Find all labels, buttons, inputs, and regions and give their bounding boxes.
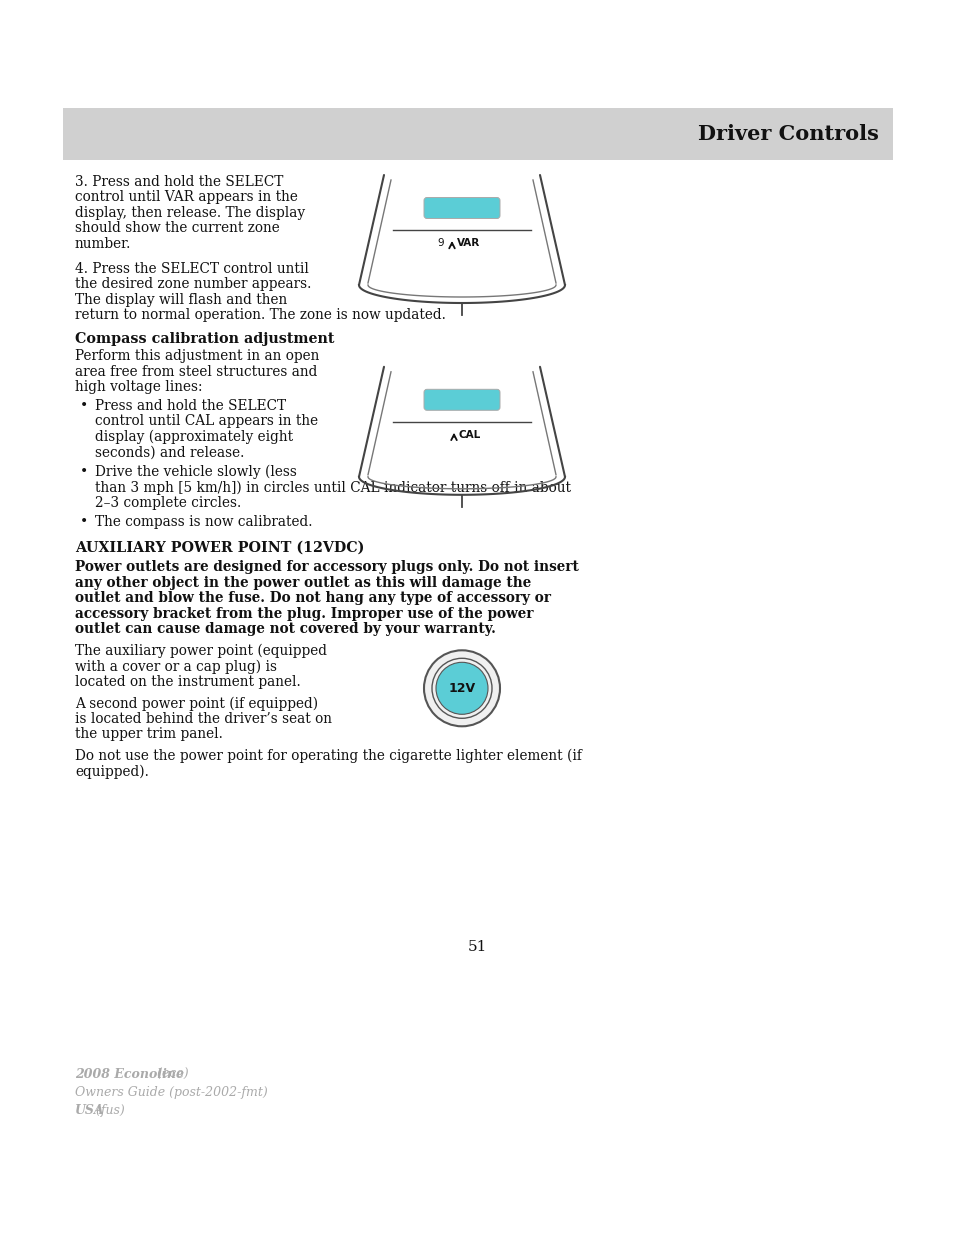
Text: Perform this adjustment in an open: Perform this adjustment in an open [75,350,319,363]
Text: Driver Controls: Driver Controls [698,124,878,144]
Text: 2008 Econoline: 2008 Econoline [75,1068,184,1081]
Text: •: • [80,464,89,479]
Text: The auxiliary power point (equipped: The auxiliary power point (equipped [75,643,327,658]
Circle shape [423,651,499,726]
Circle shape [436,662,488,714]
Text: The compass is now calibrated.: The compass is now calibrated. [95,515,313,530]
Text: located on the instrument panel.: located on the instrument panel. [75,674,300,689]
Text: •: • [80,515,89,530]
Text: (fus): (fus) [91,1104,125,1116]
Text: with a cover or a cap plug) is: with a cover or a cap plug) is [75,659,276,673]
Text: Power outlets are designed for accessory plugs only. Do not insert: Power outlets are designed for accessory… [75,561,578,574]
Text: than 3 mph [5 km/h]) in circles until CAL indicator turns off in about: than 3 mph [5 km/h]) in circles until CA… [95,480,571,495]
Text: 4. Press the SELECT control until: 4. Press the SELECT control until [75,262,309,275]
Text: display (approximately eight: display (approximately eight [95,430,293,445]
Text: A second power point (if equipped): A second power point (if equipped) [75,697,317,710]
Text: USA: USA [75,1104,105,1116]
Text: control until VAR appears in the: control until VAR appears in the [75,190,297,205]
Text: return to normal operation. The zone is now updated.: return to normal operation. The zone is … [75,309,445,322]
Text: Do not use the power point for operating the cigarette lighter element (if: Do not use the power point for operating… [75,748,581,763]
Text: accessory bracket from the plug. Improper use of the power: accessory bracket from the plug. Imprope… [75,606,533,621]
Text: 12V: 12V [448,682,475,695]
Text: Compass calibration adjustment: Compass calibration adjustment [75,332,334,346]
Text: Drive the vehicle slowly (less: Drive the vehicle slowly (less [95,464,296,479]
Bar [63,107,892,161]
Text: the desired zone number appears.: the desired zone number appears. [75,278,311,291]
Text: Owners Guide (post-2002-fmt): Owners Guide (post-2002-fmt) [75,1086,268,1099]
Text: 3. Press and hold the SELECT: 3. Press and hold the SELECT [75,175,283,189]
Text: AUXILIARY POWER POINT (12VDC): AUXILIARY POWER POINT (12VDC) [75,541,364,555]
Text: The display will flash and then: The display will flash and then [75,293,287,306]
FancyBboxPatch shape [423,389,499,410]
Text: control until CAL appears in the: control until CAL appears in the [95,414,317,429]
Text: display, then release. The display: display, then release. The display [75,206,305,220]
Text: VAR: VAR [456,238,479,248]
Text: should show the current zone: should show the current zone [75,221,279,236]
Text: high voltage lines:: high voltage lines: [75,380,202,394]
Text: CAL: CAL [458,430,480,440]
Circle shape [432,658,492,719]
Text: any other object in the power outlet as this will damage the: any other object in the power outlet as … [75,576,531,590]
Text: the upper trim panel.: the upper trim panel. [75,727,223,741]
Text: equipped).: equipped). [75,764,149,779]
Text: Press and hold the SELECT: Press and hold the SELECT [95,399,286,412]
Text: is located behind the driver’s seat on: is located behind the driver’s seat on [75,711,332,726]
Text: number.: number. [75,237,132,251]
Text: 2–3 complete circles.: 2–3 complete circles. [95,495,241,510]
Text: •: • [80,399,89,412]
Text: 51: 51 [467,940,486,953]
FancyBboxPatch shape [423,198,499,219]
Text: outlet can cause damage not covered by your warranty.: outlet can cause damage not covered by y… [75,622,496,636]
Text: 9: 9 [436,238,443,248]
Text: area free from steel structures and: area free from steel structures and [75,364,317,379]
Text: seconds) and release.: seconds) and release. [95,446,244,459]
Text: (eco): (eco) [153,1068,189,1081]
Text: outlet and blow the fuse. Do not hang any type of accessory or: outlet and blow the fuse. Do not hang an… [75,592,551,605]
